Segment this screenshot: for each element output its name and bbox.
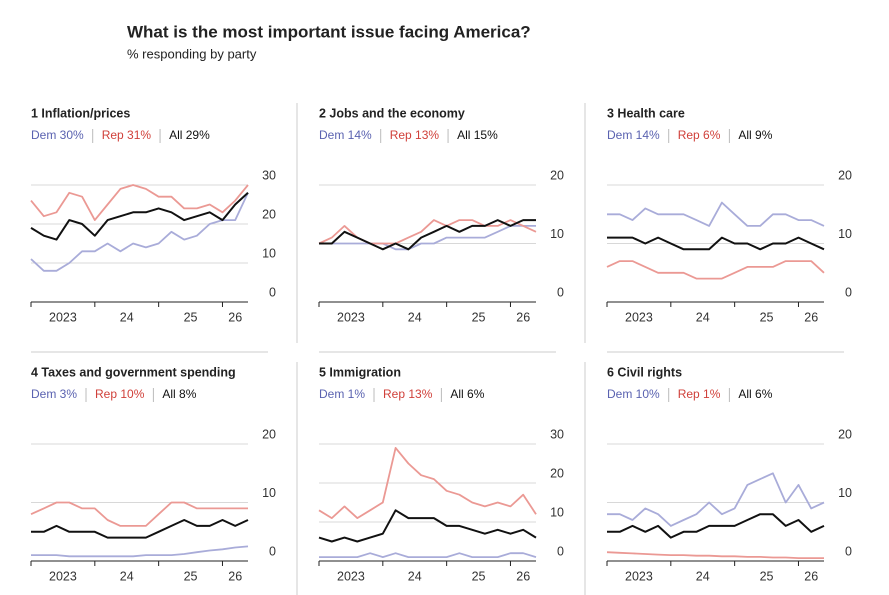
x-tick-label: 24 [120, 310, 134, 324]
x-tick-label: 25 [760, 569, 774, 583]
x-tick-label: 2023 [337, 310, 365, 324]
x-tick-label: 25 [760, 310, 774, 324]
x-tick-label: 24 [120, 569, 134, 583]
x-tick-label: 26 [228, 310, 242, 324]
y-tick-label: 30 [550, 427, 564, 441]
series-line [30, 184, 249, 221]
x-tick-label: 2023 [49, 569, 77, 583]
panel-title: 2 Jobs and the economy [319, 106, 465, 120]
y-tick-label: 0 [269, 285, 276, 299]
x-tick-label: 24 [408, 310, 422, 324]
y-tick-label: 10 [838, 486, 852, 500]
y-tick-label: 0 [269, 544, 276, 558]
legend-entry: Rep 6% [678, 128, 721, 142]
x-tick-label: 26 [804, 569, 818, 583]
y-tick-label: 0 [557, 544, 564, 558]
y-tick-label: 10 [262, 246, 276, 260]
y-tick-label: 20 [838, 427, 852, 441]
series-line [31, 519, 249, 539]
x-tick-label: 2023 [625, 310, 653, 324]
legend-entry: Dem 14% [319, 128, 372, 142]
series-line [607, 236, 825, 251]
legend-entry: All 15% [457, 128, 498, 142]
y-tick-label: 0 [557, 285, 564, 299]
series-line [607, 201, 825, 227]
y-tick-label: 30 [262, 168, 276, 182]
x-tick-label: 26 [804, 310, 818, 324]
x-tick-label: 2023 [625, 569, 653, 583]
legend-entry: Rep 13% [383, 387, 433, 401]
panel-title: 6 Civil rights [607, 365, 682, 379]
legend-entry: All 29% [169, 128, 210, 142]
panel-title: 1 Inflation/prices [31, 106, 130, 120]
x-tick-label: 24 [696, 569, 710, 583]
series-line [30, 192, 249, 272]
series-line [31, 545, 249, 558]
series-line [606, 551, 824, 559]
chart-subtitle: % responding by party [127, 46, 257, 61]
x-tick-label: 25 [472, 310, 486, 324]
y-tick-label: 20 [550, 466, 564, 480]
legend-entry: Dem 30% [31, 128, 84, 142]
series-line [30, 192, 249, 241]
x-tick-label: 2023 [49, 310, 77, 324]
x-tick-label: 25 [184, 310, 198, 324]
panel-title: 5 Immigration [319, 365, 401, 379]
x-tick-label: 26 [516, 569, 530, 583]
legend-entry: Dem 1% [319, 387, 365, 401]
panel-title: 3 Health care [607, 106, 685, 120]
x-tick-label: 26 [516, 310, 530, 324]
legend-entry: Rep 1% [678, 387, 721, 401]
y-tick-label: 20 [838, 168, 852, 182]
series-line [318, 509, 537, 543]
legend-entry: Rep 31% [102, 128, 152, 142]
legend-entry: All 6% [738, 387, 772, 401]
panel-title: 4 Taxes and government spending [31, 365, 236, 379]
y-tick-label: 20 [262, 427, 276, 441]
series-line [319, 552, 537, 558]
legend-entry: Rep 10% [95, 387, 145, 401]
y-tick-label: 20 [550, 168, 564, 182]
series-line [318, 447, 537, 519]
x-tick-label: 24 [696, 310, 710, 324]
chart-title: What is the most important issue facing … [127, 22, 531, 41]
legend-entry: Dem 10% [607, 387, 660, 401]
legend-entry: Dem 3% [31, 387, 77, 401]
x-tick-label: 26 [228, 569, 242, 583]
series-line [606, 260, 825, 280]
y-tick-label: 0 [845, 285, 852, 299]
x-tick-label: 2023 [337, 569, 365, 583]
legend-entry: Dem 14% [607, 128, 660, 142]
legend-entry: All 8% [162, 387, 196, 401]
y-tick-label: 10 [550, 227, 564, 241]
y-tick-label: 0 [845, 544, 852, 558]
x-tick-label: 24 [408, 569, 422, 583]
x-tick-label: 25 [472, 569, 486, 583]
x-tick-label: 25 [184, 569, 198, 583]
legend-entry: All 9% [738, 128, 772, 142]
series-line [607, 513, 825, 539]
legend-entry: All 6% [450, 387, 484, 401]
y-tick-label: 20 [262, 207, 276, 221]
series-line [607, 472, 825, 527]
y-tick-label: 10 [550, 505, 564, 519]
series-line [30, 501, 248, 527]
series-line [319, 219, 536, 251]
series-line [319, 225, 536, 251]
y-tick-label: 10 [262, 486, 276, 500]
y-tick-label: 10 [838, 227, 852, 241]
legend-entry: Rep 13% [390, 128, 440, 142]
